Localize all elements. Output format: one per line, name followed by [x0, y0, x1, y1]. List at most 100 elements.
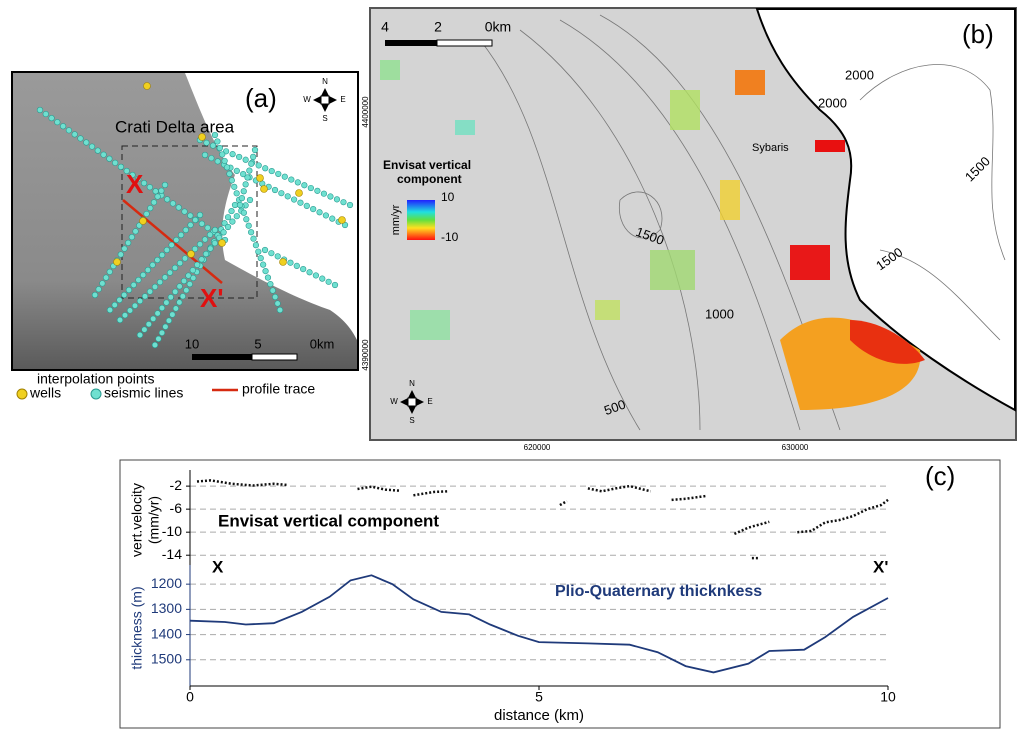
seismic-point	[186, 281, 193, 288]
seismic-point	[140, 180, 148, 187]
y-coord: 4400000	[361, 96, 370, 128]
seismic-point	[187, 221, 194, 229]
seismic-point	[293, 262, 300, 270]
seismic-point	[244, 174, 251, 181]
seismic-point	[287, 259, 294, 266]
legend-a: interpolation points wells seismic lines…	[16, 371, 315, 401]
seismic-point	[112, 159, 119, 166]
seismic-point	[272, 293, 279, 301]
seismic-point	[274, 300, 281, 307]
seismic-point	[221, 157, 228, 165]
seismic-point	[201, 151, 209, 159]
seismic-point	[203, 139, 210, 146]
seismic-point	[262, 268, 269, 275]
seismic-point	[233, 213, 240, 220]
well	[113, 258, 121, 266]
profile-line	[122, 199, 223, 284]
y-tick-label: -2	[170, 477, 183, 493]
scale-label: 5	[254, 336, 261, 351]
scale-label: 2	[434, 19, 442, 35]
seismic-point	[135, 276, 142, 284]
seismic-point	[136, 222, 143, 229]
seismic-point	[329, 215, 336, 222]
well	[143, 82, 151, 90]
seismic-point	[220, 229, 227, 236]
legend-seismic: seismic lines	[104, 385, 183, 401]
contour-label: 2000	[818, 95, 847, 110]
compass-e: E	[340, 95, 345, 104]
seismic-point	[152, 188, 159, 195]
panel-label: (b)	[962, 19, 994, 49]
seismic-point	[201, 236, 209, 243]
seismic-point	[183, 287, 190, 294]
seismic-point	[269, 287, 276, 294]
panel-label: (a)	[245, 83, 277, 113]
seismic-point	[154, 256, 161, 264]
y-axis-label: vert.velocity	[129, 483, 145, 557]
seismic-point	[181, 255, 189, 262]
seismic-point	[163, 299, 170, 306]
seismic-point	[149, 261, 156, 269]
seismic-point	[165, 317, 173, 324]
seismic-point	[162, 323, 169, 330]
seismic-point	[260, 261, 267, 268]
seismic-point	[233, 190, 240, 197]
profile-start: X	[126, 169, 144, 199]
seismic-point	[242, 156, 249, 163]
compass-w: W	[390, 397, 398, 406]
seismic-point	[42, 110, 49, 118]
seismic-point	[128, 234, 135, 241]
seismic-point	[179, 293, 186, 300]
well	[256, 174, 264, 182]
seismic-point	[126, 307, 134, 314]
seismic-point	[250, 153, 257, 160]
annotation: Plio-Quaternary thicknkess	[555, 583, 762, 600]
seismic-point	[117, 163, 125, 170]
seismic-point	[143, 210, 150, 218]
annotation: X'	[873, 557, 888, 576]
seismic-point	[208, 155, 215, 162]
seismic-point	[301, 182, 308, 189]
seismic-point	[325, 278, 332, 285]
seismic-point	[166, 269, 174, 276]
seismic-point	[151, 283, 159, 290]
seismic-point	[77, 135, 84, 142]
seismic-point	[194, 261, 201, 268]
legend-profile: profile trace	[242, 381, 315, 397]
x-tick-label: 5	[535, 689, 543, 705]
seismic-point	[172, 305, 179, 312]
x-tick-label: 0	[186, 689, 194, 705]
seismic-point	[300, 265, 307, 273]
seismic-point	[121, 291, 128, 299]
seismic-point	[111, 301, 118, 309]
scale-label: 0km	[485, 19, 511, 35]
well	[198, 133, 206, 141]
seismic-point	[192, 216, 199, 224]
seismic-point	[276, 306, 284, 314]
legend-wells: wells	[29, 385, 61, 401]
seismic-point	[71, 131, 78, 138]
seismic-point	[36, 106, 44, 114]
seismic-point	[83, 139, 90, 146]
seismic-point	[248, 229, 255, 236]
seismic-point	[95, 286, 102, 293]
seismic-point	[189, 267, 196, 274]
seismic-point	[177, 231, 185, 239]
seismic-point	[297, 199, 304, 206]
seismic-point	[306, 269, 313, 276]
y-coord: 4390000	[361, 339, 370, 371]
seismic-point	[206, 231, 214, 238]
seismic-point	[136, 297, 144, 305]
seismic-point	[106, 306, 114, 314]
seismic-point	[314, 187, 321, 194]
well	[279, 258, 287, 266]
colorbar-unit: mm/yr	[390, 204, 402, 235]
seismic-point	[117, 251, 124, 258]
seismic-point	[106, 268, 113, 275]
scale-label: 4	[381, 19, 389, 35]
seismic-point	[65, 127, 73, 134]
seismic-point	[171, 264, 179, 271]
seismic-point	[216, 144, 223, 152]
seismic-point	[228, 177, 235, 184]
seismic-point	[229, 151, 236, 158]
